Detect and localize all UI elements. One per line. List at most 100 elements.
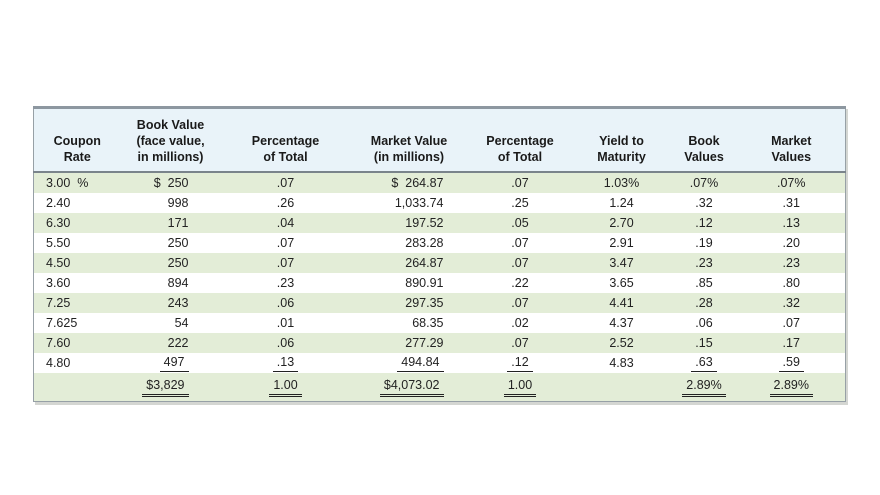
cell-value: .31 (782, 196, 800, 210)
totals-cell (33, 373, 121, 402)
cell-value: 6.30 (46, 216, 71, 230)
table-cell: 297.35 (350, 293, 468, 313)
table-cell: 3.47 (572, 253, 671, 273)
cell-value: .07 (511, 256, 529, 270)
table-header: Coupon Rate Book Value (face value, in milli… (33, 107, 846, 173)
cell-value: 3.60 (46, 276, 71, 290)
table-row-9: 7.60 222 .06 277.29 .07 2.52 .15 .17 (33, 333, 846, 353)
cell-value: 1.24 (609, 196, 634, 210)
cell-value: 7.60 (46, 336, 71, 350)
table-cell: .19 (671, 233, 738, 253)
table-cell: .12 (670, 213, 738, 233)
cell-value: .22 (511, 276, 529, 290)
cell-value: .26 (276, 196, 295, 210)
table-cell: $ 264.87 (350, 172, 468, 193)
cell-value: .06 (276, 336, 295, 350)
totals-cell: 1.00 (220, 373, 351, 402)
cell-value: 894 (167, 276, 189, 290)
cell-value: 264.87 (405, 256, 444, 270)
bond-portfolio-exhibit: Coupon Rate Book Value (face value, in milli… (33, 106, 846, 402)
cell-value: $ 264.87 (391, 176, 444, 190)
cell-value: 4.50 (46, 256, 71, 270)
cell-value: 1.00 (269, 378, 302, 397)
totals-cell: $3,829 (120, 373, 221, 402)
table-cell: .02 (468, 313, 573, 333)
cell-value: 4.37 (609, 316, 634, 330)
table-row-3: 6.30 171 .04 197.52 .05 2.70 .12 .13 (33, 213, 846, 233)
column-header-book-values: Book Values (670, 107, 738, 173)
table-cell: .07 (221, 233, 351, 253)
table-cell: 3.65 (573, 273, 671, 293)
table-cell: 4.41 (572, 293, 671, 313)
table-cell: 4.80 (34, 353, 121, 373)
cell-value: .07 (511, 336, 529, 350)
table-cell: .12 (468, 353, 573, 373)
table-cell: .07 (467, 253, 573, 273)
table-cell: .15 (670, 333, 738, 353)
table-cell: 197.52 (350, 213, 468, 233)
cell-value: $4,073.02 (379, 378, 444, 397)
cell-value: 494.84 (397, 355, 444, 372)
cell-value: .23 (695, 256, 713, 270)
cell-value: 222 (167, 336, 189, 350)
table-row-8: 7.625 54 .01 68.35 .02 4.37 .06 .07 (34, 313, 846, 333)
totals-cell: 2.89% (670, 373, 738, 402)
column-header-market-value: Market Value (in millions) (350, 107, 468, 173)
table-cell: .23 (737, 253, 846, 273)
cell-value: 890.91 (405, 276, 444, 290)
cell-value: 2.52 (609, 336, 634, 350)
table-row-4: 5.50 250 .07 283.28 .07 2.91 .19 .20 (34, 233, 846, 253)
table-cell: 894 (121, 273, 221, 293)
cell-value: .07 (782, 316, 800, 330)
table-cell: 277.29 (350, 333, 468, 353)
cell-value: 4.41 (609, 296, 634, 310)
cell-value: .80 (782, 276, 800, 290)
table-cell: 250 (121, 233, 221, 253)
table-cell: 2.91 (573, 233, 671, 253)
table-cell: $ 250 (120, 172, 221, 193)
cell-value: .13 (782, 216, 800, 230)
cell-value: 171 (167, 216, 189, 230)
cell-value: .25 (511, 196, 529, 210)
table-cell: .20 (738, 233, 846, 253)
table-cell: .26 (221, 193, 351, 213)
table-cell: .07 (467, 172, 573, 193)
table-cell: 1.03% (572, 172, 671, 193)
cell-value: 3.47 (609, 256, 634, 270)
cell-value: .13 (272, 355, 299, 372)
cell-value: 497 (159, 355, 189, 372)
table-cell: .01 (221, 313, 351, 333)
cell-value: 2.91 (609, 236, 634, 250)
table-cell: .07 (468, 233, 573, 253)
cell-value: 5.50 (46, 236, 71, 250)
cell-value: 7.25 (46, 296, 71, 310)
cell-value: 7.625 (46, 316, 78, 330)
table-cell: .32 (671, 193, 738, 213)
table-cell: .07 (467, 333, 573, 353)
table-cell: 7.625 (34, 313, 121, 333)
cell-value: .12 (507, 355, 533, 372)
table-cell: .07 (467, 293, 573, 313)
table-cell: 54 (121, 313, 221, 333)
bond-portfolio-table: Coupon Rate Book Value (face value, in milli… (33, 106, 846, 402)
cell-value: .23 (276, 276, 295, 290)
table-footer: $3,829 1.00 $4,073.02 1.00 2.89% 2.89% (33, 373, 846, 402)
table-cell: .13 (737, 213, 846, 233)
cell-value: .59 (778, 355, 804, 372)
cell-value: .07 (511, 176, 529, 190)
table-cell: .23 (670, 253, 738, 273)
table-cell: .32 (737, 293, 846, 313)
cell-value: .17 (782, 336, 800, 350)
cell-value: .07% (777, 176, 806, 190)
table-cell: .85 (671, 273, 738, 293)
table-cell: .05 (467, 213, 573, 233)
table-cell: 1,033.74 (351, 193, 468, 213)
table-cell: .07 (220, 172, 351, 193)
table-cell: .23 (221, 273, 351, 293)
column-header-book-value: Book Value (face value, in millions) (120, 107, 221, 173)
column-header-market-values: Market Values (737, 107, 846, 173)
table-cell: .63 (671, 353, 738, 373)
cell-value: .04 (276, 216, 295, 230)
cell-value: .20 (782, 236, 800, 250)
cell-value: .07 (511, 296, 529, 310)
